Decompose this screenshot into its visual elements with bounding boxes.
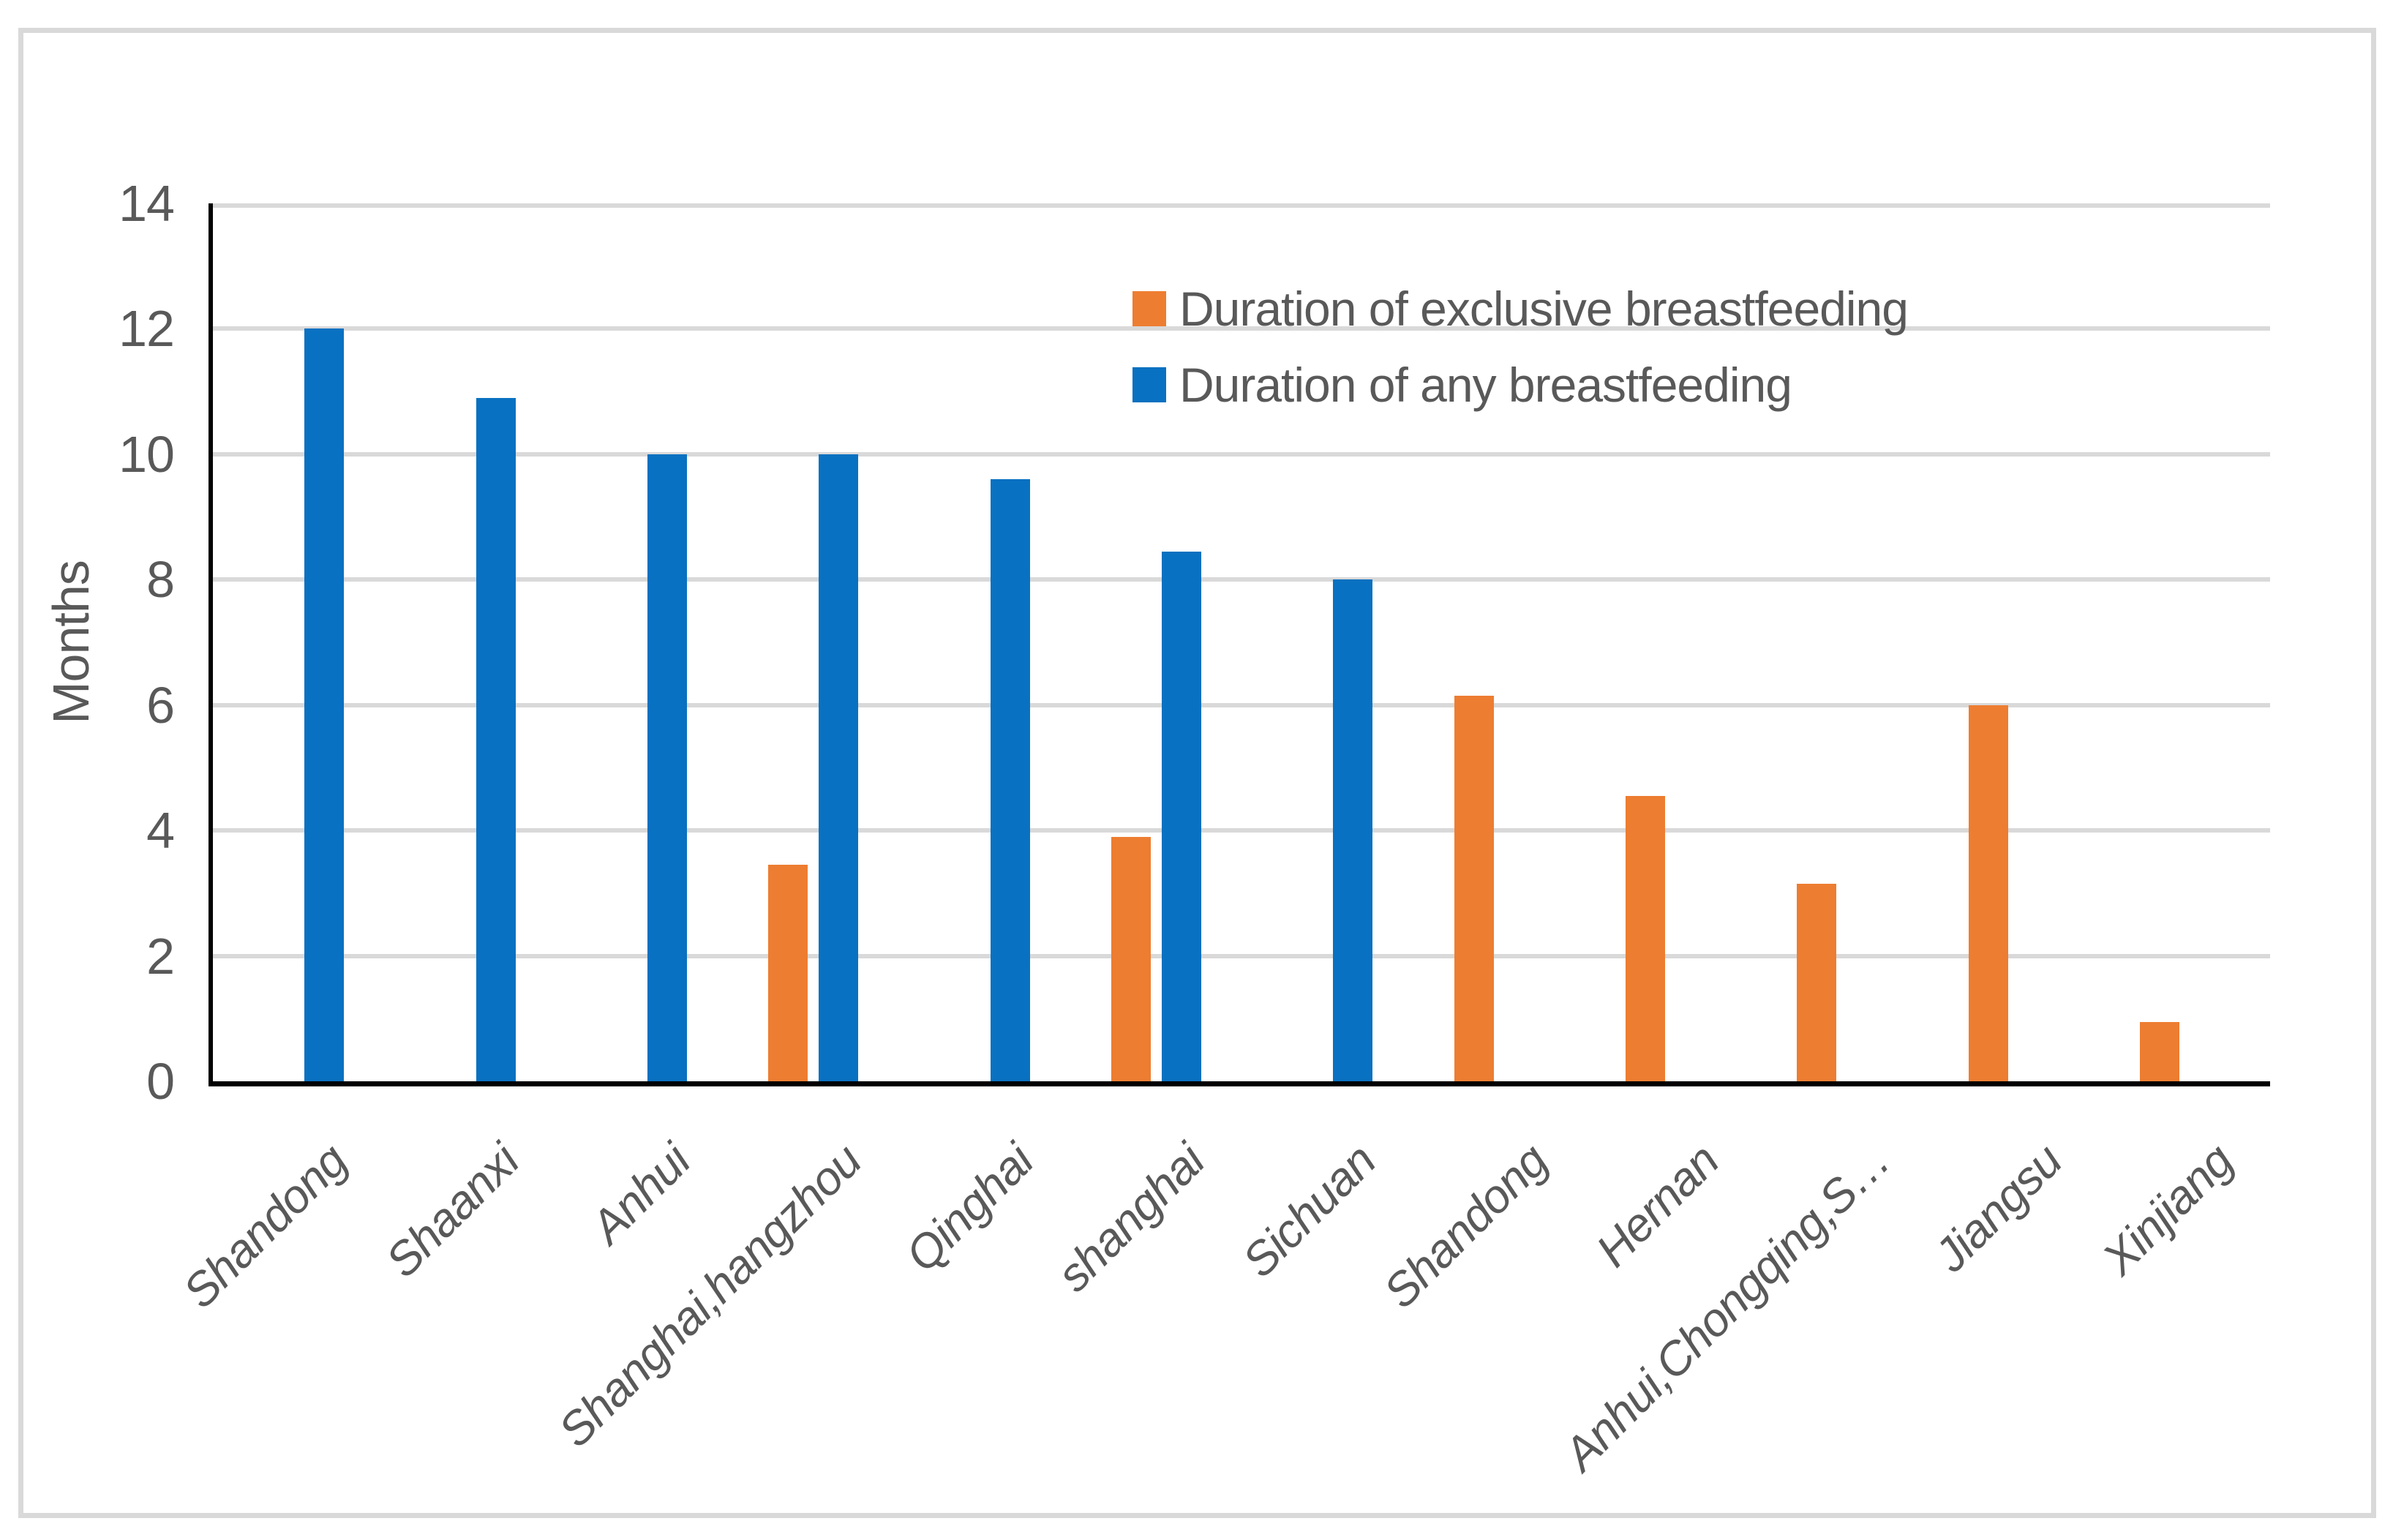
gridline-y-10 bbox=[213, 451, 2270, 457]
plot-area bbox=[209, 203, 2270, 1086]
legend-label-exclusive: Duration of exclusive breastfeeding bbox=[1179, 282, 1909, 336]
gridline-y-8 bbox=[213, 577, 2270, 582]
legend-label-any: Duration of any breastfeeding bbox=[1179, 358, 1792, 412]
bar-exclusive-hernan bbox=[1625, 796, 1665, 1081]
y-tick-label-10: 10 bbox=[119, 425, 175, 483]
gridline-y-14 bbox=[213, 203, 2270, 208]
y-tick-label-2: 2 bbox=[146, 927, 175, 985]
gridline-y-4 bbox=[213, 828, 2270, 833]
bar-any-shaanxi bbox=[476, 397, 516, 1081]
chart-frame bbox=[18, 28, 2376, 1518]
bar-exclusive-shandong bbox=[1454, 695, 1494, 1081]
bar-any-shanghai-hangzhou bbox=[819, 454, 859, 1081]
legend-item-any-breastfeeding: Duration of any breastfeeding bbox=[1132, 358, 1908, 412]
bar-any-sichuan bbox=[1333, 579, 1373, 1081]
legend: Duration of exclusive breastfeeding Dura… bbox=[1132, 282, 1909, 439]
legend-swatch-exclusive-icon bbox=[1132, 291, 1166, 326]
legend-item-exclusive-breastfeeding: Duration of exclusive breastfeeding bbox=[1132, 282, 1909, 336]
bar-any-shandong bbox=[304, 328, 345, 1081]
bar-any-qinghai bbox=[990, 479, 1030, 1081]
bar-any-shanghai bbox=[1161, 551, 1201, 1081]
bar-any-anhui bbox=[647, 454, 687, 1081]
y-tick-label-4: 4 bbox=[146, 802, 175, 860]
bar-exclusive-jiangsu bbox=[1968, 705, 2008, 1081]
y-tick-label-12: 12 bbox=[119, 300, 175, 358]
bar-exclusive-anhui-chongqing-s bbox=[1797, 884, 1837, 1081]
y-tick-label-6: 6 bbox=[146, 676, 175, 734]
gridline-y-6 bbox=[213, 702, 2270, 707]
bar-exclusive-shanghai-hangzhou bbox=[768, 865, 808, 1081]
bar-exclusive-xinjiang bbox=[2139, 1021, 2179, 1081]
y-tick-label-14: 14 bbox=[119, 175, 175, 232]
gridline-y-12 bbox=[213, 326, 2270, 331]
gridline-y-2 bbox=[213, 953, 2270, 958]
y-tick-label-0: 0 bbox=[146, 1053, 175, 1110]
bar-exclusive-shanghai bbox=[1111, 836, 1151, 1081]
legend-swatch-any-icon bbox=[1132, 367, 1166, 402]
y-tick-label-8: 8 bbox=[146, 551, 175, 609]
